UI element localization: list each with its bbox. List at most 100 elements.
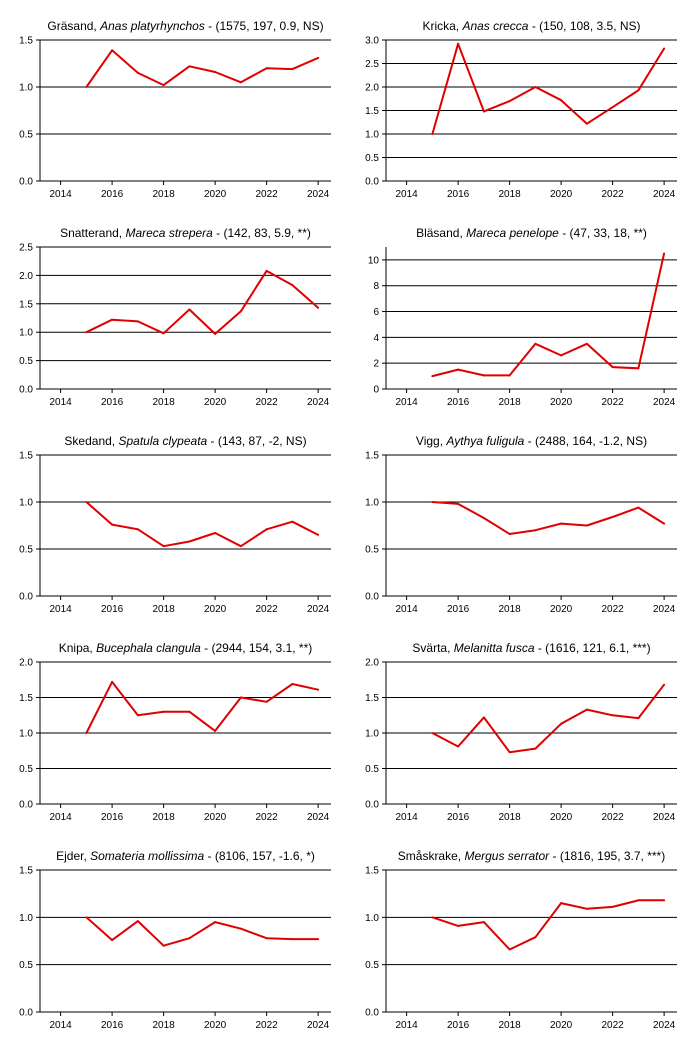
- y-tick-label: 2.0: [19, 271, 33, 282]
- y-tick-label: 1.0: [365, 729, 379, 740]
- title-latin-name: Melanitta fusca: [454, 641, 535, 655]
- data-point-2015: [431, 732, 434, 734]
- y-tick-label: 0.5: [19, 764, 33, 775]
- chart-title: Kricka, Anas crecca - (150, 108, 3.5, NS…: [422, 19, 640, 33]
- y-tick-label: 1.5: [19, 451, 33, 462]
- data-point-2024: [317, 533, 320, 536]
- x-tick-label: 2020: [550, 189, 573, 200]
- y-tick-label: 1.0: [365, 498, 379, 509]
- data-point-2023: [637, 899, 640, 902]
- chart-panel-9: Ejder, Somateria mollissima - (8106, 157…: [19, 849, 331, 1031]
- y-tick-label: 1.0: [19, 913, 33, 924]
- data-point-2015: [85, 732, 88, 734]
- chart-title: Svärta, Melanitta fusca - (1616, 121, 6.…: [412, 641, 650, 655]
- title-latin-name: Mergus serrator: [464, 849, 550, 863]
- data-point-2021: [239, 310, 242, 313]
- y-tick-label: 1.0: [19, 83, 33, 94]
- data-point-2024: [317, 306, 320, 309]
- title-stats: - (1616, 121, 6.1, ***): [535, 641, 651, 655]
- data-point-2020: [214, 921, 217, 924]
- y-tick-label: 1.0: [19, 328, 33, 339]
- title-latin-name: Mareca penelope: [466, 226, 559, 240]
- x-tick-label: 2014: [395, 812, 418, 823]
- x-tick-label: 2016: [101, 397, 124, 408]
- y-tick-label: 2.0: [365, 658, 379, 669]
- y-tick-label: 1.5: [19, 866, 33, 877]
- series-line: [85, 680, 319, 734]
- data-point-2016: [457, 745, 460, 748]
- data-point-2023: [637, 367, 640, 370]
- y-tick-label: 1.5: [365, 451, 379, 462]
- x-tick-label: 2024: [307, 397, 330, 408]
- data-point-2018: [508, 374, 511, 377]
- y-tick-label: 0.0: [19, 800, 33, 811]
- y-tick-label: 0.0: [365, 592, 379, 603]
- x-tick-label: 2024: [307, 1020, 330, 1031]
- series-line: [85, 501, 319, 548]
- chart-panel-8: Svärta, Melanitta fusca - (1616, 121, 6.…: [365, 641, 677, 823]
- y-tick-label: 0.0: [19, 592, 33, 603]
- data-point-2016: [111, 939, 114, 942]
- x-tick-label: 2024: [653, 604, 676, 615]
- x-tick-label: 2014: [395, 397, 418, 408]
- series-line: [85, 269, 319, 335]
- series-line: [85, 916, 319, 947]
- x-tick-label: 2014: [395, 189, 418, 200]
- y-tick-label: 2: [373, 359, 379, 370]
- data-point-2024: [317, 938, 320, 941]
- y-tick-label: 0.0: [19, 385, 33, 396]
- title-stats: - (2944, 154, 3.1, **): [201, 641, 312, 655]
- x-tick-label: 2020: [550, 812, 573, 823]
- x-tick-label: 2014: [49, 1020, 72, 1031]
- title-stats: - (8106, 157, -1.6, *): [204, 849, 315, 863]
- data-point-2019: [188, 540, 191, 543]
- data-point-2021: [585, 708, 588, 711]
- data-point-2019: [188, 937, 191, 940]
- data-point-2016: [457, 502, 460, 505]
- title-stats: - (1575, 197, 0.9, NS): [205, 19, 324, 33]
- data-point-2017: [136, 714, 139, 717]
- series-line: [431, 42, 665, 135]
- title-common-name: Kricka,: [422, 19, 462, 33]
- data-point-2017: [482, 716, 485, 719]
- x-tick-label: 2016: [447, 397, 470, 408]
- title-latin-name: Anas crecca: [461, 19, 528, 33]
- x-tick-label: 2022: [255, 189, 278, 200]
- data-point-2015: [431, 133, 434, 135]
- data-point-2015: [85, 86, 88, 88]
- data-point-2019: [188, 710, 191, 713]
- x-tick-label: 2018: [152, 812, 175, 823]
- x-tick-label: 2024: [653, 397, 676, 408]
- data-point-2016: [111, 318, 114, 321]
- data-point-2023: [291, 520, 294, 523]
- data-point-2019: [534, 342, 537, 345]
- data-point-2018: [508, 532, 511, 535]
- y-tick-label: 1.0: [365, 913, 379, 924]
- title-latin-name: Anas platyrhynchos: [99, 19, 205, 33]
- x-tick-label: 2014: [49, 812, 72, 823]
- data-point-2019: [534, 747, 537, 750]
- data-point-2023: [291, 683, 294, 686]
- data-point-2017: [136, 71, 139, 74]
- y-tick-label: 1.0: [365, 130, 379, 141]
- x-tick-label: 2024: [653, 189, 676, 200]
- title-latin-name: Aythya fuligula: [445, 434, 524, 448]
- data-point-2020: [214, 532, 217, 535]
- y-tick-label: 0.5: [19, 130, 33, 141]
- data-point-2023: [291, 938, 294, 941]
- data-point-2021: [585, 907, 588, 910]
- data-point-2018: [162, 332, 165, 335]
- data-point-2015: [431, 916, 434, 919]
- x-tick-label: 2016: [447, 812, 470, 823]
- x-tick-label: 2022: [601, 1020, 624, 1031]
- y-tick-label: 1.5: [365, 693, 379, 704]
- chart-title: Gräsand, Anas platyrhynchos - (1575, 197…: [47, 19, 323, 33]
- data-point-2019: [188, 65, 191, 68]
- y-tick-label: 4: [373, 333, 379, 344]
- chart-panel-5: Skedand, Spatula clypeata - (143, 87, -2…: [19, 434, 331, 615]
- x-tick-label: 2016: [101, 189, 124, 200]
- data-point-2022: [265, 269, 268, 272]
- y-tick-label: 0.0: [365, 1008, 379, 1019]
- x-tick-label: 2018: [498, 189, 521, 200]
- x-tick-label: 2020: [204, 812, 227, 823]
